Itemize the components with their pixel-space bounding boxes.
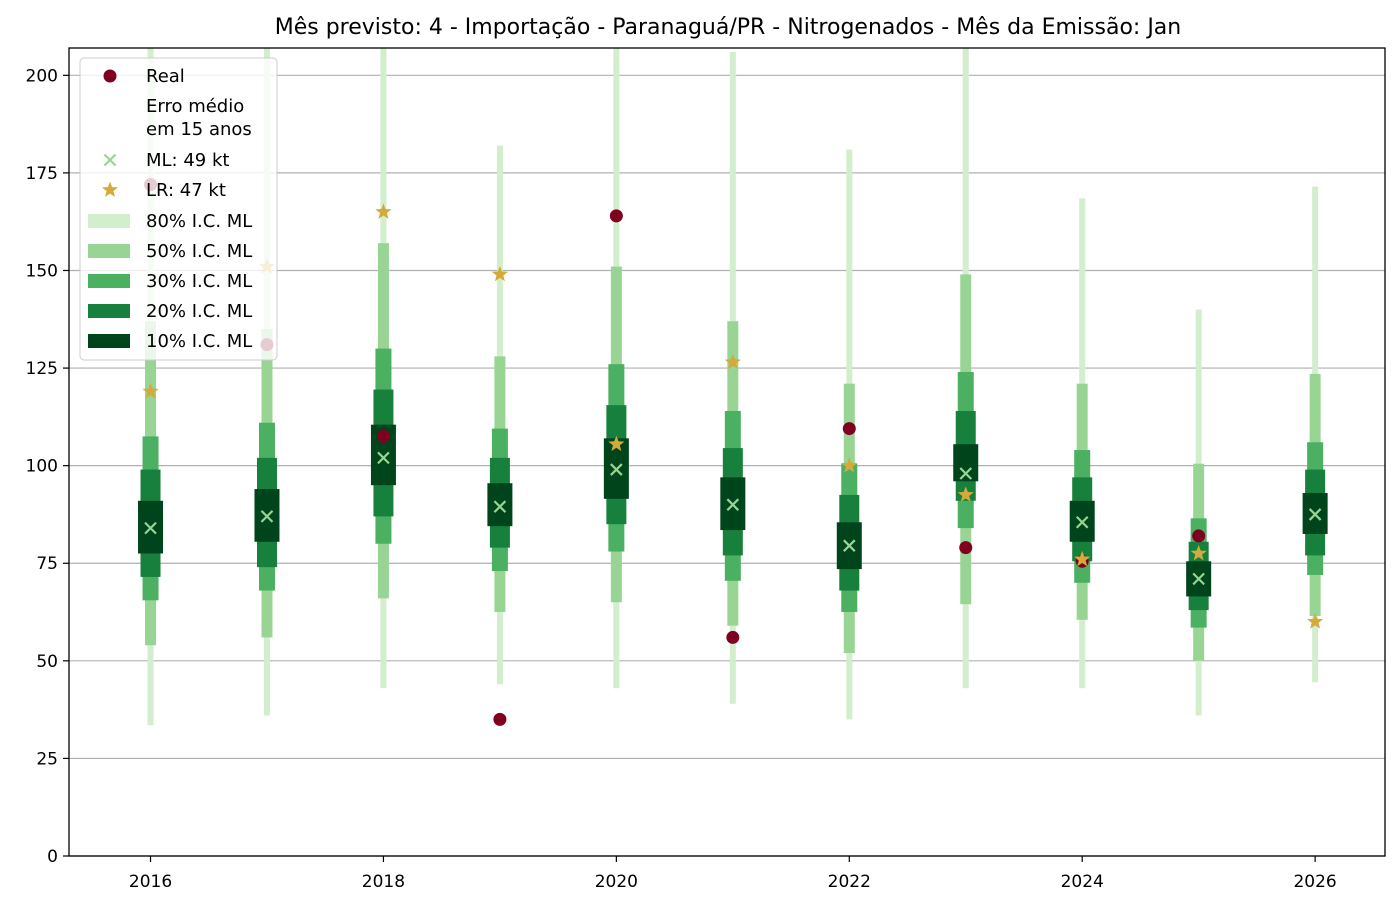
legend-label-ci20: 20% I.C. ML [146, 301, 252, 322]
lr-point [1074, 550, 1091, 567]
real-point [376, 429, 390, 443]
lr-point [608, 435, 625, 452]
marker-layer [142, 178, 1324, 726]
x-tick-label: 2020 [595, 872, 638, 892]
legend-swatch-ci10 [88, 334, 130, 348]
interval-ci10 [487, 483, 513, 527]
legend-marker-lr [101, 181, 119, 197]
chart-title: Mês previsto: 4 - Importação - Paranaguá… [275, 15, 1181, 40]
ml-point [493, 500, 507, 513]
lr-point [724, 353, 741, 370]
legend-label-ci50: 50% I.C. ML [146, 241, 252, 262]
legend-label-ci30: 30% I.C. ML [146, 271, 252, 292]
x-tick-label: 2018 [362, 872, 405, 892]
legend-swatch-ci30 [88, 274, 130, 288]
ml-point [1308, 508, 1322, 521]
legend-label-real: Real [146, 66, 185, 87]
lr-point [841, 457, 858, 473]
x-tick-label: 2022 [828, 872, 871, 892]
ml-point [843, 539, 856, 552]
y-tick-label: 100 [26, 457, 58, 477]
ml-point [1075, 515, 1089, 529]
legend-marker-ml [103, 153, 117, 167]
ml-point [1192, 572, 1205, 586]
lr-point [1307, 613, 1324, 629]
y-tick-label: 50 [36, 652, 58, 672]
y-tick-label: 125 [26, 359, 58, 379]
lr-point [957, 486, 974, 502]
legend-label-note-2: em 15 anos [146, 119, 252, 140]
lr-point [142, 383, 159, 399]
legend-label-ci80: 80% I.C. ML [146, 211, 252, 232]
axes-layer: 0 25 50 75 100 125 150 175 200 2016 2018 2020 2022 20… [26, 47, 1386, 892]
legend-swatch-ci80 [88, 214, 130, 228]
ml-point [959, 467, 973, 480]
lr-point [1190, 544, 1207, 561]
legend-label-ci10: 10% I.C. ML [146, 331, 252, 352]
x-tick-label: 2024 [1061, 872, 1104, 892]
ml-point [260, 510, 274, 523]
real-point [726, 630, 740, 644]
x-tick-label: 2016 [129, 872, 172, 892]
ml-point [726, 498, 740, 511]
legend-swatch-ci50 [88, 244, 130, 258]
real-point [609, 209, 623, 223]
y-tick-label: 200 [26, 66, 58, 86]
y-tick-label: 25 [36, 749, 58, 769]
legend-swatch-ci20 [88, 304, 130, 318]
y-tick-label: 0 [47, 847, 58, 867]
legend-marker-real [103, 69, 117, 83]
ml-point [377, 451, 390, 465]
real-point [493, 712, 507, 726]
real-point [1192, 529, 1206, 543]
x-tick-label: 2026 [1293, 872, 1336, 892]
legend-label-ml: ML: 49 kt [146, 150, 229, 171]
interval-layer [138, 48, 1328, 726]
ml-point [610, 463, 623, 476]
plot-frame [68, 47, 1386, 857]
interval-ci10 [953, 444, 979, 482]
lr-point [375, 203, 392, 219]
ml-point [144, 521, 157, 535]
y-tick-label: 150 [26, 261, 58, 281]
legend-label-lr: LR: 47 kt [146, 180, 226, 201]
real-point [842, 422, 856, 436]
legend-label-note: Erro médio [146, 96, 244, 117]
lr-point [491, 265, 508, 282]
y-tick-label: 175 [26, 164, 58, 184]
real-point [959, 541, 973, 555]
y-tick-label: 75 [36, 554, 58, 574]
